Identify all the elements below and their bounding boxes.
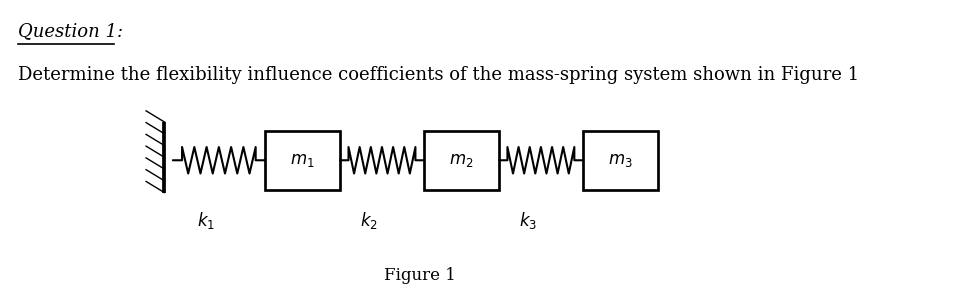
FancyBboxPatch shape <box>583 131 658 190</box>
Text: Question 1:: Question 1: <box>18 22 123 40</box>
FancyBboxPatch shape <box>265 131 340 190</box>
Text: Determine the flexibility influence coefficients of the mass-spring system shown: Determine the flexibility influence coef… <box>18 66 860 84</box>
Text: $k_3$: $k_3$ <box>520 210 538 231</box>
Text: Figure 1: Figure 1 <box>384 267 456 284</box>
Text: $m_2$: $m_2$ <box>449 152 474 169</box>
FancyBboxPatch shape <box>424 131 499 190</box>
Text: $k_1$: $k_1$ <box>198 210 215 231</box>
Text: $m_1$: $m_1$ <box>290 152 315 169</box>
Text: $k_2$: $k_2$ <box>360 210 378 231</box>
Text: $m_3$: $m_3$ <box>608 152 632 169</box>
